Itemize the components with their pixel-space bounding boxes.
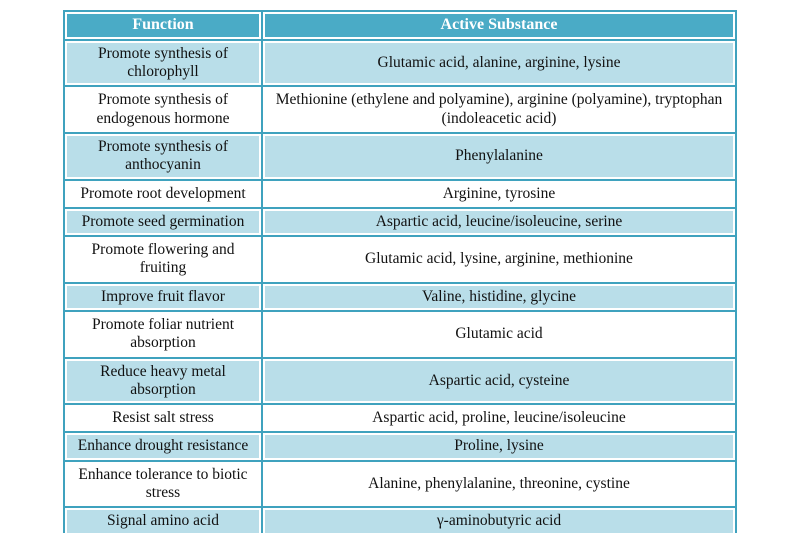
function-cell: Promote synthesis of chlorophyll bbox=[65, 40, 261, 86]
function-cell: Promote flowering and fruiting bbox=[65, 237, 261, 282]
amino-acid-function-table: Function Active Substance Promote synthe… bbox=[63, 10, 737, 533]
header-row: Function Active Substance bbox=[65, 12, 735, 39]
table-row: Enhance drought resistance Proline, lysi… bbox=[65, 433, 735, 460]
function-cell: Improve fruit flavor bbox=[65, 283, 261, 310]
table-row: Promote synthesis of chlorophyll Glutami… bbox=[65, 40, 735, 86]
function-cell: Enhance drought resistance bbox=[65, 433, 261, 460]
substance-cell: Glutamic acid bbox=[263, 311, 735, 357]
function-cell: Promote synthesis of endogenous hormone bbox=[65, 87, 261, 132]
function-cell: Signal amino acid bbox=[65, 508, 261, 533]
column-header-function: Function bbox=[65, 12, 261, 39]
column-header-active-substance: Active Substance bbox=[263, 12, 735, 39]
function-cell: Reduce heavy metal absorption bbox=[65, 358, 261, 404]
substance-cell: Valine, histidine, glycine bbox=[263, 283, 735, 310]
table-row: Promote foliar nutrient absorption Gluta… bbox=[65, 311, 735, 357]
table-row: Promote synthesis of anthocyanin Phenyla… bbox=[65, 134, 735, 179]
substance-cell: Aspartic acid, cysteine bbox=[263, 358, 735, 404]
table-row: Enhance tolerance to biotic stress Alani… bbox=[65, 461, 735, 507]
substance-cell: Glutamic acid, lysine, arginine, methion… bbox=[263, 237, 735, 282]
substance-cell: γ-aminobutyric acid bbox=[263, 508, 735, 533]
function-cell: Enhance tolerance to biotic stress bbox=[65, 461, 261, 507]
substance-cell: Aspartic acid, proline, leucine/isoleuci… bbox=[263, 405, 735, 432]
substance-cell: Arginine, tyrosine bbox=[263, 180, 735, 207]
substance-cell: Phenylalanine bbox=[263, 134, 735, 179]
table-row: Improve fruit flavor Valine, histidine, … bbox=[65, 283, 735, 310]
substance-cell: Glutamic acid, alanine, arginine, lysine bbox=[263, 40, 735, 86]
function-cell: Resist salt stress bbox=[65, 405, 261, 432]
table-row: Promote seed germination Aspartic acid, … bbox=[65, 208, 735, 236]
function-cell: Promote synthesis of anthocyanin bbox=[65, 134, 261, 179]
substance-cell: Alanine, phenylalanine, threonine, cysti… bbox=[263, 461, 735, 507]
table-row: Resist salt stress Aspartic acid, prolin… bbox=[65, 405, 735, 432]
table-row: Signal amino acid γ-aminobutyric acid bbox=[65, 508, 735, 533]
function-cell: Promote foliar nutrient absorption bbox=[65, 311, 261, 357]
function-cell: Promote root development bbox=[65, 180, 261, 207]
table-container: Function Active Substance Promote synthe… bbox=[63, 10, 737, 533]
table-row: Promote flowering and fruiting Glutamic … bbox=[65, 237, 735, 282]
function-cell: Promote seed germination bbox=[65, 208, 261, 236]
substance-cell: Aspartic acid, leucine/isoleucine, serin… bbox=[263, 208, 735, 236]
table-row: Reduce heavy metal absorption Aspartic a… bbox=[65, 358, 735, 404]
table-header: Function Active Substance bbox=[65, 12, 735, 39]
substance-cell: Proline, lysine bbox=[263, 433, 735, 460]
table-row: Promote synthesis of endogenous hormone … bbox=[65, 87, 735, 132]
table-body: Promote synthesis of chlorophyll Glutami… bbox=[65, 40, 735, 533]
table-row: Promote root development Arginine, tyros… bbox=[65, 180, 735, 207]
substance-cell: Methionine (ethylene and polyamine), arg… bbox=[263, 87, 735, 132]
